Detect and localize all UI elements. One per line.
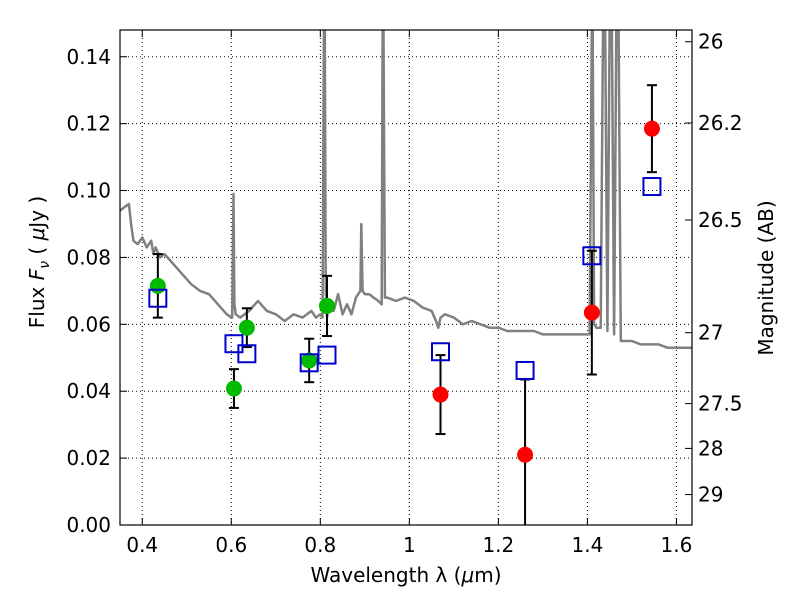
y-axis-label: Flux Fν ( μJy )	[25, 196, 53, 328]
data-point-square	[317, 345, 337, 365]
data-point-square	[224, 334, 244, 354]
plot-frame	[119, 29, 693, 526]
data-point-square	[148, 288, 168, 308]
x-axis-label: Wavelength λ (μm)	[310, 563, 501, 587]
y2-tick-label: 26	[698, 30, 723, 54]
axes-frame	[119, 29, 693, 526]
data-point-circle	[225, 380, 242, 397]
data-point-circle	[517, 446, 534, 463]
y-tick-label: 0.12	[66, 112, 111, 136]
x-tick-label: 1.2	[482, 533, 514, 557]
data-point-square	[582, 246, 602, 266]
y2-tick-label: 27.5	[698, 392, 743, 416]
y-tick-label: 0.10	[66, 179, 111, 203]
data-point-circle	[583, 304, 600, 321]
y-tick-label: 0.04	[66, 379, 111, 403]
data-point-square	[237, 344, 257, 364]
x-tick-label: 0.8	[304, 533, 336, 557]
y2-tick-label: 27	[698, 321, 723, 345]
x-tick-label: 0.6	[215, 533, 247, 557]
data-point-circle	[643, 120, 660, 137]
x-tick-label: 1.6	[661, 533, 693, 557]
data-point-circle	[432, 386, 449, 403]
y2-axis-label: Magnitude (AB)	[754, 200, 778, 355]
model-spectrum	[120, 30, 692, 349]
x-tick-label: 1.4	[571, 533, 603, 557]
y2-tick-label: 29	[698, 483, 723, 507]
y-tick-label: 0.00	[66, 513, 111, 537]
data-point-circle	[238, 319, 255, 336]
y-tick-label: 0.08	[66, 245, 111, 269]
data-point-circle	[149, 277, 166, 294]
y2-tick-label: 26.2	[698, 111, 743, 135]
y2-tick-label: 26.5	[698, 208, 743, 232]
data-point-square	[515, 360, 535, 380]
data-point-square	[642, 177, 662, 197]
data-point-circle	[318, 297, 335, 314]
model-spectrum-line	[120, 30, 692, 349]
axis-ticks: 0.4 0.6 0.8 1 1.2 1.4 1.6 0.00 0.02 0.04 0.06 0.08 0…	[66, 30, 742, 557]
data-point-square	[430, 342, 450, 362]
data-markers	[148, 120, 662, 463]
y-tick-label: 0.06	[66, 312, 111, 336]
y-tick-label: 0.14	[66, 45, 111, 69]
y2-tick-label: 28	[698, 436, 723, 460]
x-tick-label: 1	[403, 533, 416, 557]
y-tick-label: 0.02	[66, 446, 111, 470]
error-bars	[152, 84, 657, 525]
x-tick-label: 0.4	[126, 533, 158, 557]
